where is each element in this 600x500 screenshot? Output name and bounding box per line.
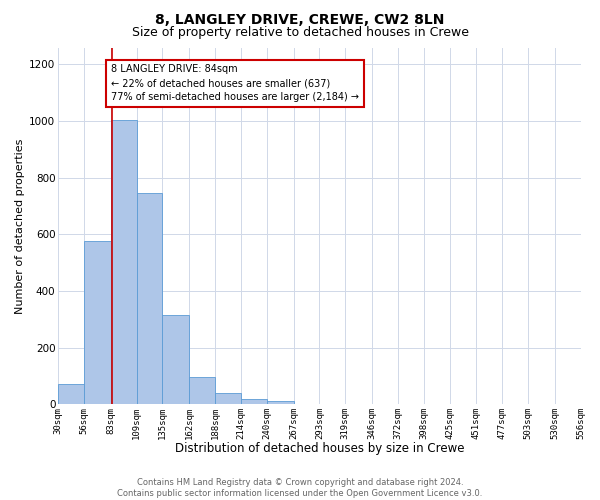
Bar <box>241 398 267 404</box>
Bar <box>58 384 84 404</box>
Bar <box>163 315 189 404</box>
Text: 8 LANGLEY DRIVE: 84sqm
← 22% of detached houses are smaller (637)
77% of semi-de: 8 LANGLEY DRIVE: 84sqm ← 22% of detached… <box>111 64 359 102</box>
Bar <box>215 393 241 404</box>
Bar <box>84 242 111 404</box>
Text: Contains HM Land Registry data © Crown copyright and database right 2024.
Contai: Contains HM Land Registry data © Crown c… <box>118 478 482 498</box>
Text: Size of property relative to detached houses in Crewe: Size of property relative to detached ho… <box>131 26 469 39</box>
Bar <box>267 402 293 404</box>
Bar <box>111 120 137 404</box>
X-axis label: Distribution of detached houses by size in Crewe: Distribution of detached houses by size … <box>175 442 464 455</box>
Y-axis label: Number of detached properties: Number of detached properties <box>15 138 25 314</box>
Bar <box>189 378 215 404</box>
Bar <box>137 194 163 404</box>
Text: 8, LANGLEY DRIVE, CREWE, CW2 8LN: 8, LANGLEY DRIVE, CREWE, CW2 8LN <box>155 12 445 26</box>
